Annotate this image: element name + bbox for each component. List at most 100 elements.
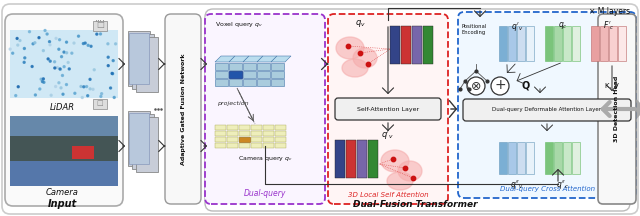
Bar [215,71,228,78]
Point [85,78,95,81]
Point [58,92,68,96]
Point [13,85,24,89]
Bar [243,79,256,86]
Bar [10,116,118,186]
Bar [572,142,580,174]
Point [59,65,69,68]
Point [111,42,121,46]
Bar [251,125,262,130]
Bar [517,142,525,174]
Bar [357,140,367,178]
Point [54,48,64,51]
Bar [499,142,507,174]
Point [70,92,80,95]
Point [83,44,93,47]
Point [80,41,90,45]
Bar [227,125,238,130]
Bar [215,79,228,86]
Text: × M layers: × M layers [589,7,630,16]
Text: 3D Detection Head: 3D Detection Head [614,76,620,142]
Bar [93,99,107,109]
Point [89,68,99,71]
Point [63,61,73,64]
Text: $q_v$: $q_v$ [355,18,365,29]
Bar [10,136,118,161]
Bar [93,21,107,31]
Point [61,40,72,44]
Bar [335,140,345,178]
Bar [271,79,284,86]
Bar [10,161,118,186]
Point [61,83,72,86]
Bar [275,143,286,148]
Bar [251,143,262,148]
Point [103,56,113,59]
Bar [229,63,242,70]
Point [107,72,117,75]
Text: Dual-query: Dual-query [244,189,286,198]
Point [37,80,47,83]
Point [86,44,96,48]
Point [95,32,106,36]
FancyBboxPatch shape [328,14,448,204]
Point [20,56,30,60]
Point [24,30,35,33]
Point [64,67,74,71]
Text: Camera: Camera [45,188,79,197]
Point [49,60,60,64]
FancyBboxPatch shape [5,14,123,206]
Text: $q''_v$: $q''_v$ [510,178,524,191]
Text: +: + [494,78,506,92]
Point [77,96,88,99]
Bar [239,143,250,148]
Text: Dual-query Deformable Attention Layer: Dual-query Deformable Attention Layer [493,108,602,113]
Text: □: □ [96,21,104,30]
Ellipse shape [336,37,364,59]
Text: Dual-Fusion Transformer: Dual-Fusion Transformer [353,200,477,209]
Bar [554,26,562,61]
Bar [10,30,118,98]
Bar [423,26,433,64]
Point [56,68,66,71]
Polygon shape [215,56,235,62]
FancyBboxPatch shape [2,4,638,214]
Point [74,34,84,38]
Bar [257,71,270,78]
Text: □: □ [97,100,103,106]
Point [11,94,21,97]
Point [30,93,40,97]
Point [61,51,72,54]
Point [103,42,113,46]
Bar [563,142,571,174]
Bar [243,71,256,78]
Point [56,55,67,58]
Point [103,64,113,67]
Point [51,37,61,40]
Text: Self-Attention Layer: Self-Attention Layer [357,106,419,111]
Text: Adaptive Gated Fusion Network: Adaptive Gated Fusion Network [180,53,186,165]
Bar [263,143,274,148]
Point [50,66,60,70]
Point [8,51,18,55]
Text: $F'_c$: $F'_c$ [603,20,615,32]
Point [69,41,79,45]
Point [83,94,93,97]
Bar [129,33,149,84]
Bar [526,26,534,61]
Point [355,51,365,55]
Bar [136,37,158,92]
Bar [132,114,154,169]
Bar [618,26,626,61]
Bar [600,26,608,61]
Bar [263,131,274,136]
Bar [215,63,228,70]
FancyArrowPatch shape [637,99,640,119]
Bar [499,26,507,61]
Point [400,166,410,170]
FancyBboxPatch shape [458,12,636,198]
Point [109,96,119,99]
Point [55,67,65,71]
Point [38,49,49,52]
Ellipse shape [342,59,368,77]
Bar [526,142,534,174]
